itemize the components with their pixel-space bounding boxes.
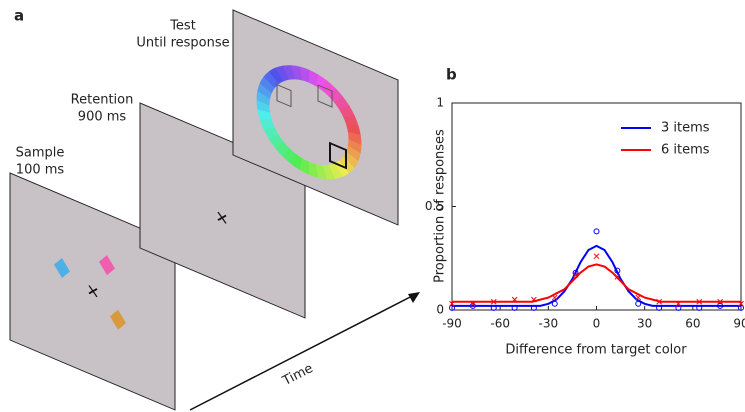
legend-label: 3 items [661, 121, 710, 136]
wheel-segment [279, 145, 286, 153]
wheel-segment [309, 76, 317, 80]
wheel-segment [339, 100, 345, 108]
screen-title: Retention [71, 93, 134, 108]
data-point [552, 301, 557, 306]
data-point [636, 301, 641, 306]
wheel-segment [352, 125, 354, 134]
x-axis-label: Difference from target color [505, 343, 687, 358]
y-tick-label: 1 [436, 96, 444, 110]
wheel-segment [286, 69, 294, 76]
y-tick-label: 0.5 [425, 199, 444, 213]
wheel-segment [317, 169, 325, 175]
wheel-segment [266, 119, 270, 128]
x-tick-label: -90 [442, 317, 462, 331]
plot: -90 -60 -30 0 30 60 90 0 0.5 1 3 items 6 items [425, 96, 745, 331]
fit-line [452, 264, 741, 301]
screen-duration: 100 ms [16, 163, 65, 178]
x-tick-label: -60 [490, 317, 510, 331]
wheel-segment [301, 73, 309, 77]
fit-line [452, 246, 741, 306]
wheel-segment [263, 102, 264, 111]
data-point [552, 295, 557, 300]
panel-label: b [446, 66, 457, 84]
page: {"panel_a": {"label": "a", "screens": [ … [0, 0, 745, 412]
wheel-segment [269, 128, 274, 137]
wheel-segment [264, 87, 266, 96]
x-tick-label: -30 [539, 317, 559, 331]
legend-label: 6 items [661, 143, 710, 158]
wheel-segment [263, 94, 264, 103]
x-tick-label: 90 [733, 317, 745, 331]
screen-duration: 900 ms [78, 110, 127, 125]
x-tick-label: 30 [637, 317, 652, 331]
wheel-segment [293, 158, 301, 164]
wheel-segment [349, 116, 353, 125]
wheel-segment [264, 111, 266, 120]
wheel-segment [309, 167, 317, 171]
screen-title: Sample [16, 146, 65, 161]
screen-title: Test [169, 19, 196, 34]
wheel-segment [354, 133, 355, 142]
wheel-segment [324, 169, 332, 176]
wheel-segment [293, 70, 301, 76]
wheel-segment [352, 148, 354, 157]
wheel-segment [301, 164, 309, 168]
x-tick-label: 0 [593, 317, 601, 331]
screen-duration: Until response [136, 36, 229, 51]
x-tick-label: 60 [685, 317, 700, 331]
y-tick-label: 0 [436, 303, 444, 317]
data-point [636, 295, 641, 300]
wheel-segment [286, 152, 294, 159]
wheel-segment [332, 92, 339, 100]
data-point [594, 254, 599, 259]
panel-label: a [14, 7, 24, 25]
wheel-segment [354, 141, 355, 150]
wheel-segment [344, 108, 349, 117]
figure: a Sample 100 ms Retention 900 ms Test Un… [0, 0, 745, 412]
wheel-segment [274, 136, 280, 144]
time-label: Time [280, 361, 316, 389]
data-point [594, 229, 599, 234]
